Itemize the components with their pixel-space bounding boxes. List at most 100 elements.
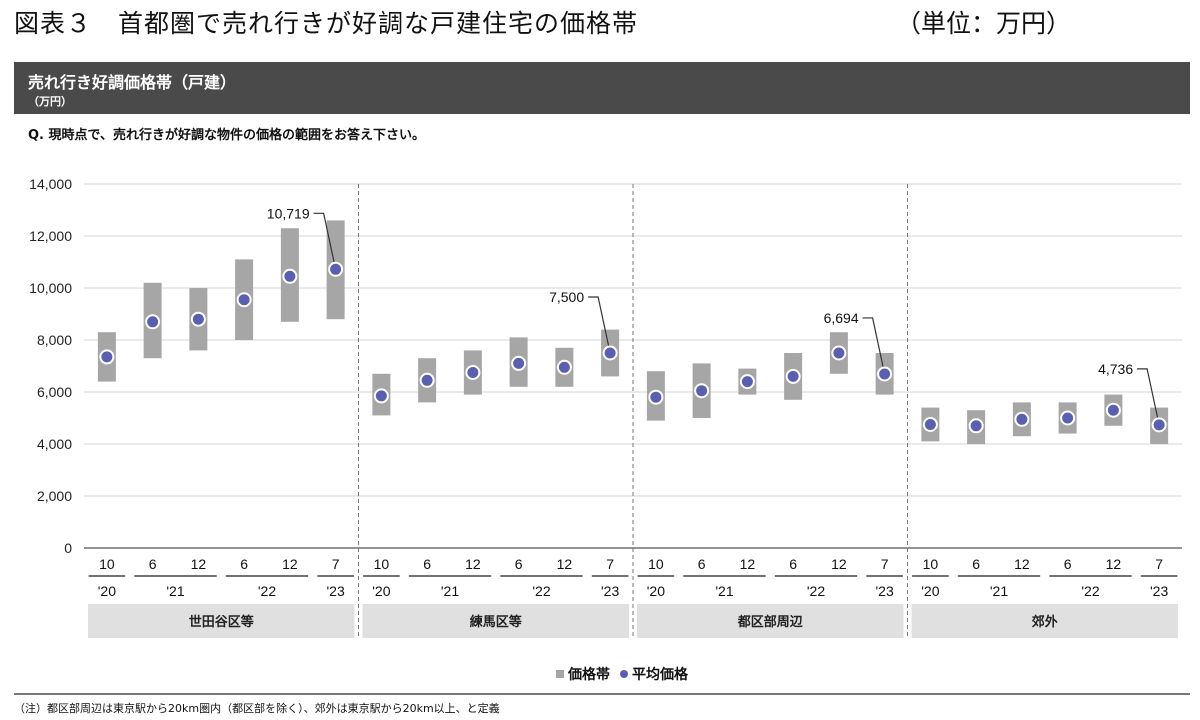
x-year-label: '21 bbox=[166, 583, 184, 599]
x-month-label: 7 bbox=[1155, 556, 1163, 572]
mean-price-dot bbox=[1014, 411, 1030, 427]
x-month-label: 6 bbox=[972, 556, 980, 572]
x-year-label: '21 bbox=[990, 583, 1008, 599]
x-month-label: 10 bbox=[923, 556, 939, 572]
callout-leader-line bbox=[862, 317, 886, 375]
x-month-label: 12 bbox=[1106, 556, 1122, 572]
mean-price-dot bbox=[328, 261, 344, 277]
callout-label: 10,719 bbox=[267, 205, 310, 221]
price-range-chart: 0 2,000 4,000 6,000 8,000 10,000 12,000 14,000 1… bbox=[29, 176, 1182, 638]
mean-price-dot bbox=[831, 345, 847, 361]
legend-mean-swatch bbox=[620, 670, 628, 678]
mean-price-dot bbox=[739, 374, 755, 390]
footnote: （注）都区部周辺は東京駅から20km圏内（都区部を除く）、郊外は東京駅から20k… bbox=[14, 702, 500, 715]
callout-label: 4,736 bbox=[1098, 361, 1133, 377]
chart-header-unit: （万円） bbox=[28, 95, 72, 108]
y-tick-label: 8,000 bbox=[37, 332, 72, 348]
region-label-band bbox=[88, 604, 355, 638]
region-label: 郊外 bbox=[1032, 614, 1058, 629]
mean-price-dot bbox=[99, 349, 115, 365]
mean-price-dot bbox=[602, 345, 618, 361]
y-tick-label: 10,000 bbox=[29, 280, 72, 296]
x-month-label: 6 bbox=[423, 556, 431, 572]
x-month-label: 6 bbox=[698, 556, 706, 572]
mean-price-dot bbox=[1060, 410, 1076, 426]
x-month-label: 10 bbox=[99, 556, 115, 572]
x-month-label: 12 bbox=[557, 556, 573, 572]
x-month-label: 6 bbox=[240, 556, 248, 572]
region-label-band bbox=[637, 604, 904, 638]
legend-band-label: 価格帯 bbox=[568, 667, 610, 683]
mean-price-dot bbox=[648, 389, 664, 405]
x-year-label: '20 bbox=[921, 583, 939, 599]
x-month-label: 6 bbox=[149, 556, 157, 572]
callout-leader-line bbox=[588, 296, 611, 354]
mean-price-dot bbox=[694, 383, 710, 399]
chart-header-title: 売れ行き好調価格帯（戸建） bbox=[28, 73, 237, 92]
x-year-label: '22 bbox=[807, 583, 825, 599]
mean-price-dot bbox=[373, 388, 389, 404]
mean-price-dot bbox=[282, 268, 298, 284]
mean-price-dot bbox=[511, 355, 527, 371]
x-year-label: '21 bbox=[441, 583, 459, 599]
mean-price-dot bbox=[968, 418, 984, 434]
x-year-label: '20 bbox=[647, 583, 665, 599]
survey-question: Q. 現時点で、売れ行きが好調な物件の価格の範囲をお答え下さい。 bbox=[28, 128, 425, 143]
x-year-label: '22 bbox=[1081, 583, 1099, 599]
callout-label: 6,694 bbox=[824, 310, 859, 326]
callout-leader-line bbox=[1137, 368, 1160, 425]
x-month-label: 12 bbox=[191, 556, 207, 572]
x-month-label: 12 bbox=[282, 556, 298, 572]
x-month-label: 7 bbox=[606, 556, 614, 572]
region-label-band bbox=[911, 604, 1178, 638]
region-label: 都区部周辺 bbox=[737, 614, 803, 629]
x-year-label: '20 bbox=[98, 583, 116, 599]
y-tick-label: 14,000 bbox=[29, 176, 72, 192]
mean-price-dot bbox=[419, 372, 435, 388]
region-label-band bbox=[362, 604, 629, 638]
figure-unit-label: （単位：万円） bbox=[896, 9, 1072, 38]
mean-price-dot bbox=[922, 417, 938, 432]
x-year-label: '23 bbox=[1150, 583, 1168, 599]
x-month-label: 6 bbox=[789, 556, 797, 572]
x-year-label: '23 bbox=[876, 583, 894, 599]
x-month-label: 12 bbox=[831, 556, 847, 572]
y-tick-label: 12,000 bbox=[29, 228, 72, 244]
y-tick-label: 4,000 bbox=[37, 436, 72, 452]
chart-header-bar: 売れ行き好調価格帯（戸建） （万円） bbox=[14, 62, 1190, 114]
x-month-label: 12 bbox=[740, 556, 756, 572]
x-month-label: 7 bbox=[332, 556, 340, 572]
x-month-label: 6 bbox=[515, 556, 523, 572]
x-year-label: '22 bbox=[532, 583, 550, 599]
mean-price-dot bbox=[465, 365, 481, 380]
x-month-label: 10 bbox=[648, 556, 664, 572]
mean-price-dot bbox=[190, 311, 206, 327]
figure-title: 図表３ 首都圏で売れ行きが好調な戸建住宅の価格帯 bbox=[14, 9, 639, 38]
footer-divider bbox=[14, 693, 1190, 695]
mean-price-dot bbox=[877, 366, 893, 382]
x-year-label: '22 bbox=[258, 583, 276, 599]
mean-price-dot bbox=[1105, 402, 1121, 418]
x-month-label: 10 bbox=[374, 556, 390, 572]
y-tick-label: 6,000 bbox=[37, 384, 72, 400]
chart-legend: 価格帯 平均価格 bbox=[556, 664, 688, 684]
callout-leader-line bbox=[313, 212, 337, 270]
y-tick-label: 2,000 bbox=[37, 488, 72, 504]
mean-price-dot bbox=[236, 292, 252, 308]
y-tick-label: 0 bbox=[64, 540, 72, 556]
legend-mean-label: 平均価格 bbox=[632, 667, 688, 683]
region-label: 世田谷区等 bbox=[189, 614, 254, 629]
x-year-label: '23 bbox=[327, 583, 345, 599]
x-month-label: 7 bbox=[881, 556, 889, 572]
x-year-label: '21 bbox=[715, 583, 733, 599]
x-month-label: 6 bbox=[1064, 556, 1072, 572]
mean-price-dot bbox=[1151, 417, 1167, 433]
mean-price-dot bbox=[556, 359, 572, 375]
x-month-label: 12 bbox=[465, 556, 481, 572]
legend-band-swatch bbox=[556, 670, 564, 678]
x-month-label: 12 bbox=[1014, 556, 1030, 572]
x-year-label: '23 bbox=[601, 583, 619, 599]
region-label: 練馬区等 bbox=[470, 614, 522, 629]
mean-price-dot bbox=[145, 314, 161, 330]
callout-label: 7,500 bbox=[549, 289, 584, 305]
